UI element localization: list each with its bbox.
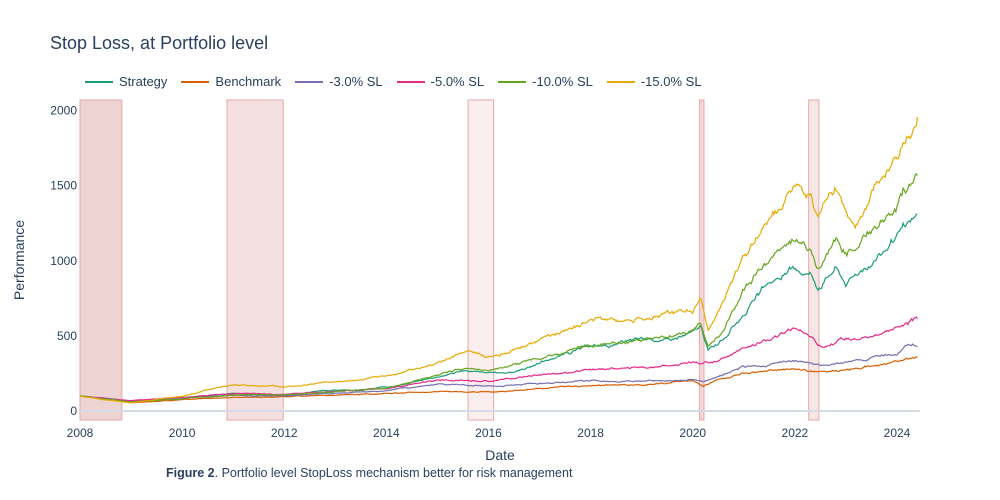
figure-caption: Figure 2. Portfolio level StopLoss mecha… — [166, 466, 572, 480]
x-tick-label: 2016 — [475, 426, 502, 440]
series-line-strategy — [79, 213, 918, 403]
legend-swatch — [498, 80, 527, 83]
x-tick-label: 2008 — [67, 426, 94, 440]
x-tick-label: 2018 — [577, 426, 604, 440]
shaded-period-3 — [698, 99, 705, 421]
legend-swatch — [396, 80, 425, 83]
chart-title: Stop Loss, at Portfolio level — [50, 33, 269, 53]
y-tick-label: 0 — [70, 404, 77, 418]
y-tick-label: 1000 — [50, 254, 77, 268]
y-tick-label: 1500 — [50, 179, 77, 193]
x-tick-label: 2020 — [679, 426, 706, 440]
x-tick-label: 2022 — [782, 426, 809, 440]
series-line--15-0-sl — [79, 116, 918, 404]
y-axis-title: Performance — [11, 220, 27, 300]
series-line-benchmark — [79, 356, 918, 404]
x-tick-label: 2014 — [373, 426, 400, 440]
figure-caption-label: Figure 2 — [166, 466, 215, 480]
legend-swatch — [295, 80, 324, 83]
legend-label: -3.0% SL — [329, 74, 383, 89]
legend-label: -10.0% SL — [532, 74, 593, 89]
legend-item[interactable]: -15.0% SL — [606, 74, 702, 89]
legend-label: -5.0% SL — [430, 74, 485, 89]
legend: Strategy Benchmark -3.0% SL -5.0% SL -10.0% … — [85, 74, 716, 89]
shaded-period-2 — [467, 99, 495, 421]
legend-swatch — [181, 80, 210, 83]
x-tick-label: 2012 — [271, 426, 298, 440]
legend-item[interactable]: -5.0% SL — [396, 74, 485, 89]
x-axis-title: Date — [485, 447, 515, 463]
series-line--5-0-sl — [79, 316, 918, 402]
y-tick-label: 500 — [57, 329, 77, 343]
legend-item[interactable]: -10.0% SL — [498, 74, 593, 89]
legend-swatch — [85, 80, 113, 83]
x-tick-label: 2024 — [884, 426, 911, 440]
y-tick-label: 2000 — [50, 104, 77, 118]
legend-label: -15.0% SL — [640, 74, 702, 89]
x-tick-label: 2010 — [169, 426, 196, 440]
legend-label: Benchmark — [215, 74, 282, 89]
legend-item[interactable]: Benchmark — [181, 74, 281, 89]
series-line--10-0-sl — [79, 172, 918, 403]
shaded-period-0 — [79, 99, 123, 421]
legend-item[interactable]: Strategy — [85, 74, 167, 89]
legend-item[interactable]: -3.0% SL — [295, 74, 383, 89]
legend-swatch — [606, 80, 635, 83]
shaded-period-1 — [226, 99, 284, 421]
legend-label: Strategy — [119, 74, 168, 89]
figure-caption-text: . Portfolio level StopLoss mechanism bet… — [214, 466, 573, 480]
